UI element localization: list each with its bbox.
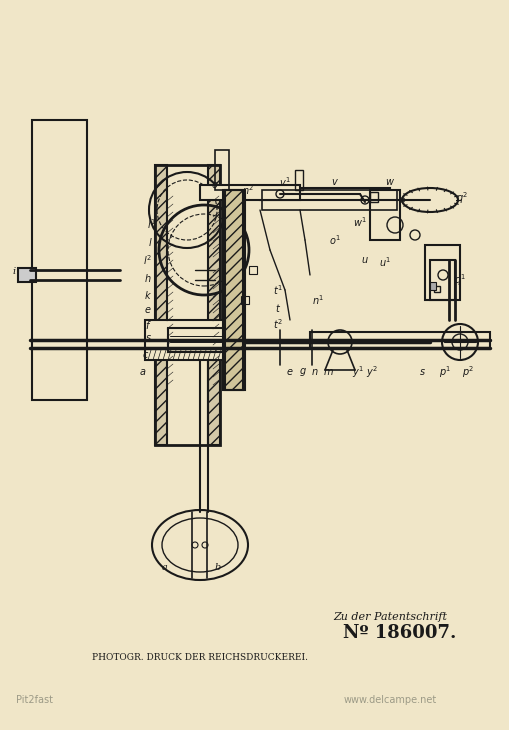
Text: $a$: $a$ bbox=[139, 367, 147, 377]
Bar bbox=[155, 165, 219, 445]
Text: $n$: $n$ bbox=[310, 367, 318, 377]
Text: $l$: $l$ bbox=[148, 236, 152, 248]
Text: a: a bbox=[162, 564, 167, 572]
Bar bbox=[369, 192, 377, 202]
Text: $o$: $o$ bbox=[211, 180, 218, 190]
Text: $g$: $g$ bbox=[298, 366, 306, 378]
Bar bbox=[294, 170, 302, 190]
Text: $s$: $s$ bbox=[144, 333, 151, 343]
Bar bbox=[18, 268, 36, 282]
Text: $c$: $c$ bbox=[142, 350, 149, 360]
Text: Zu der Patentschrift: Zu der Patentschrift bbox=[332, 612, 446, 622]
Bar bbox=[309, 332, 489, 348]
Text: $q^2$: $q^2$ bbox=[455, 190, 467, 206]
Text: $k$: $k$ bbox=[144, 289, 152, 301]
Bar bbox=[200, 185, 299, 200]
Text: $n^1$: $n^1$ bbox=[311, 293, 324, 307]
Text: $m$: $m$ bbox=[322, 367, 333, 377]
Bar bbox=[155, 165, 166, 445]
Bar bbox=[262, 190, 396, 210]
Text: b: b bbox=[214, 564, 221, 572]
Text: $u^1$: $u^1$ bbox=[378, 255, 390, 269]
Text: $w$: $w$ bbox=[384, 177, 394, 187]
Bar bbox=[429, 282, 435, 290]
Text: $l^1$: $l^1$ bbox=[147, 217, 156, 231]
Text: $l^2$: $l^2$ bbox=[143, 253, 152, 267]
Bar bbox=[32, 120, 87, 400]
Bar bbox=[215, 150, 229, 190]
Text: $w^1$: $w^1$ bbox=[352, 215, 366, 229]
Text: $p^2$: $p^2$ bbox=[461, 364, 473, 380]
Bar bbox=[424, 245, 459, 300]
Text: $t$: $t$ bbox=[274, 302, 280, 314]
Text: Pit2fast: Pit2fast bbox=[16, 695, 53, 705]
Bar bbox=[241, 296, 248, 304]
Text: $y^2$: $y^2$ bbox=[365, 364, 377, 380]
Text: $e$: $e$ bbox=[144, 305, 152, 315]
Bar bbox=[222, 190, 244, 390]
Bar bbox=[145, 320, 224, 360]
Text: $y^1$: $y^1$ bbox=[351, 364, 363, 380]
Text: i: i bbox=[12, 267, 16, 277]
Text: $s$: $s$ bbox=[418, 367, 425, 377]
Text: $o^1$: $o^1$ bbox=[328, 233, 341, 247]
Text: $e$: $e$ bbox=[286, 367, 293, 377]
Text: $h$: $h$ bbox=[144, 272, 152, 284]
Text: $u$: $u$ bbox=[360, 255, 368, 265]
Text: PHOTOGR. DRUCK DER REICHSDRUCKEREI.: PHOTOGR. DRUCK DER REICHSDRUCKEREI. bbox=[92, 653, 307, 663]
Text: $t^2$: $t^2$ bbox=[272, 317, 282, 331]
Text: $v^1$: $v^1$ bbox=[278, 175, 290, 189]
Text: Nº 186007.: Nº 186007. bbox=[343, 624, 456, 642]
Bar bbox=[167, 328, 222, 352]
Bar bbox=[208, 165, 219, 445]
Text: $p^1$: $p^1$ bbox=[438, 364, 450, 380]
Bar bbox=[224, 190, 242, 390]
Bar bbox=[429, 260, 454, 300]
Text: $n^2$: $n^2$ bbox=[241, 183, 253, 197]
Text: $q^1$: $q^1$ bbox=[453, 272, 465, 288]
Bar bbox=[260, 188, 389, 200]
Text: www.delcampe.net: www.delcampe.net bbox=[343, 695, 436, 705]
Bar bbox=[369, 190, 399, 240]
Bar bbox=[248, 266, 257, 274]
Text: $f$: $f$ bbox=[145, 319, 151, 331]
Text: $v$: $v$ bbox=[330, 177, 338, 187]
Text: $t^1$: $t^1$ bbox=[272, 283, 282, 297]
Bar bbox=[433, 286, 439, 292]
